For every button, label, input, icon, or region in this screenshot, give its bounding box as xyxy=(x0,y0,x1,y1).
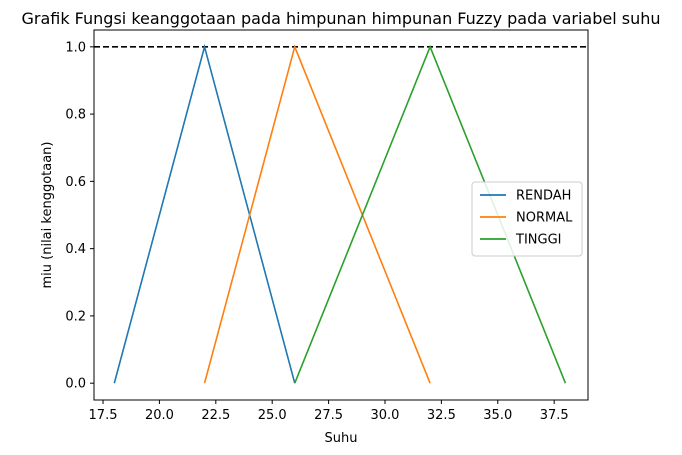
x-tick-label: 37.5 xyxy=(540,408,569,423)
y-tick-label: 0.4 xyxy=(65,242,86,257)
legend-label-tinggi: TINGGI xyxy=(515,233,561,248)
y-axis: 0.0 0.2 0.4 0.6 0.8 1.0 xyxy=(65,40,94,392)
plot-area xyxy=(93,29,589,401)
series-line-tinggi xyxy=(294,44,567,384)
series-line-normal xyxy=(203,44,431,384)
x-tick-label: 32.5 xyxy=(427,408,456,423)
y-tick-label: 0.2 xyxy=(65,309,86,324)
y-axis-label: miu (nilai kenggotaan) xyxy=(40,142,55,289)
x-tick-label: 20.0 xyxy=(145,408,174,423)
x-tick-label: 17.5 xyxy=(89,408,118,423)
x-tick-label: 22.5 xyxy=(201,408,230,423)
legend-box xyxy=(471,181,583,257)
y-tick-label: 1.0 xyxy=(65,40,86,55)
series-layer xyxy=(113,43,567,384)
series-line-rendah xyxy=(113,43,296,384)
legend-label-normal: NORMAL xyxy=(516,211,573,226)
y-tick-label: 0.0 xyxy=(65,377,86,392)
y-tick-label: 0.8 xyxy=(65,108,86,123)
legend-label-rendah: RENDAH xyxy=(516,189,571,204)
x-axis: 17.5 20.0 22.5 25.0 27.5 30.0 32.5 35.0 37.5 xyxy=(89,400,569,423)
x-tick-label: 30.0 xyxy=(371,408,400,423)
x-tick-label: 25.0 xyxy=(258,408,287,423)
x-tick-label: 35.0 xyxy=(483,408,512,423)
chart-title: Grafik Fungsi keanggotaan pada himpunan … xyxy=(21,9,660,28)
x-axis-label: Suhu xyxy=(325,431,358,446)
y-tick-label: 0.6 xyxy=(65,175,86,190)
legend: RENDAH NORMAL TINGGI xyxy=(471,181,583,257)
x-tick-label: 27.5 xyxy=(314,408,343,423)
